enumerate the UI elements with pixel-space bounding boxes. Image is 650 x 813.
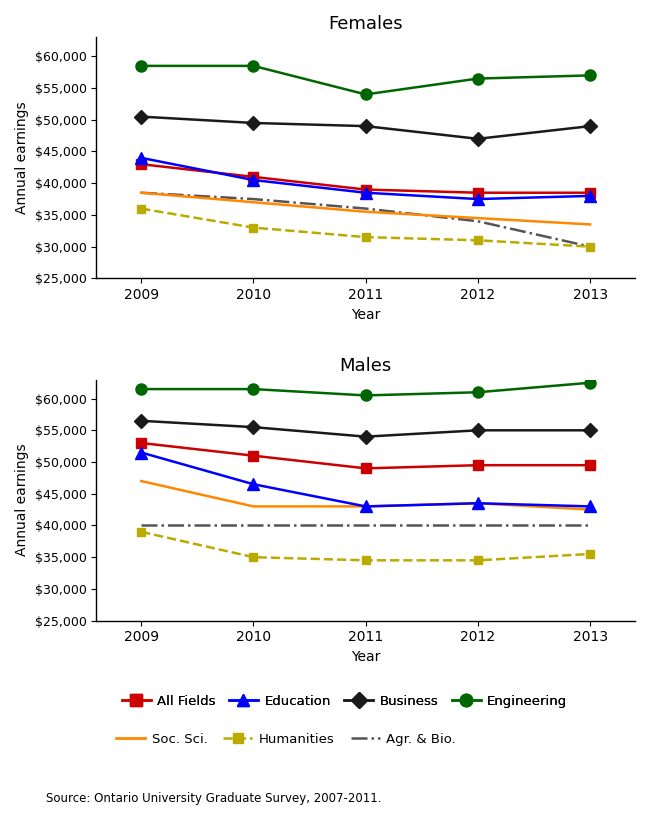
Y-axis label: Annual earnings: Annual earnings [15, 444, 29, 556]
Title: Males: Males [339, 357, 392, 376]
Text: Source: Ontario University Graduate Survey, 2007-2011.: Source: Ontario University Graduate Surv… [46, 792, 381, 805]
X-axis label: Year: Year [351, 307, 380, 322]
Y-axis label: Annual earnings: Annual earnings [15, 102, 29, 214]
Title: Females: Females [328, 15, 403, 33]
Legend: Soc. Sci., Humanities, Agr. & Bio.: Soc. Sci., Humanities, Agr. & Bio. [111, 728, 461, 751]
X-axis label: Year: Year [351, 650, 380, 664]
Legend: All Fields, Education, Business, Engineering: All Fields, Education, Business, Enginee… [116, 689, 573, 713]
